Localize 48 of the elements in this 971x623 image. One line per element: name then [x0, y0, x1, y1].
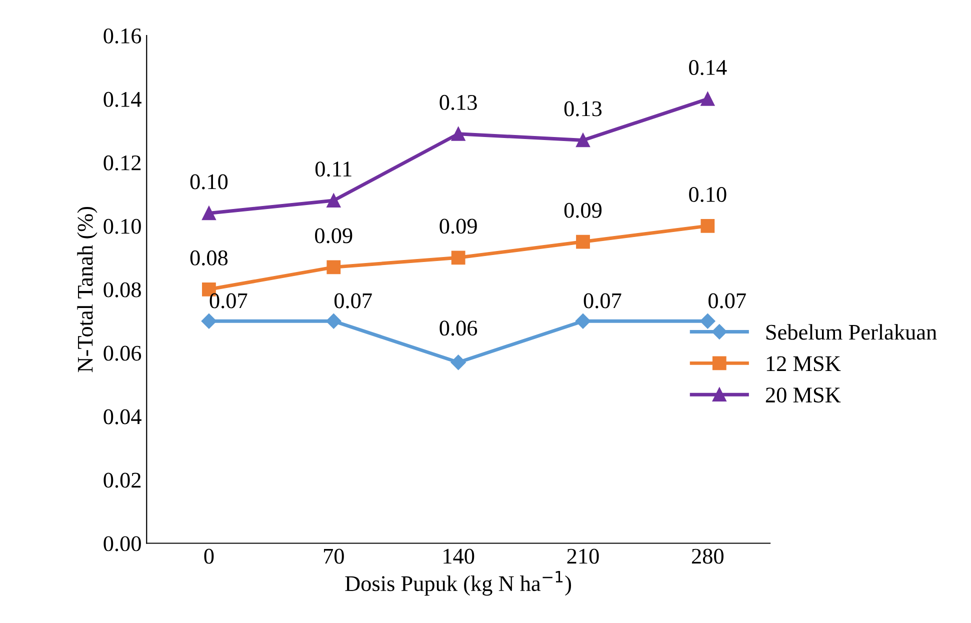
- data-label: 0.06: [440, 320, 478, 336]
- data-label: 0.09: [564, 202, 602, 218]
- y-tick-label: 0.02: [104, 472, 141, 488]
- y-tick-label: 0.14: [104, 92, 142, 108]
- data-label: 0.07: [210, 293, 248, 308]
- y-tick-label: 0.16: [104, 28, 142, 44]
- point: [451, 250, 466, 265]
- point: [326, 260, 341, 274]
- x-axis-title: Dosis Pupuk (kg N ha$^{−1}$): [345, 571, 572, 596]
- y-axis-title: N-Total Tanah (%): [77, 206, 98, 372]
- legend-label: 12 MSK: [766, 356, 841, 372]
- legend-label: 20 MSK: [766, 388, 841, 403]
- point: [575, 314, 591, 329]
- x-tick-label: 0: [204, 548, 214, 564]
- data-label: 0.07: [708, 293, 746, 308]
- data-label: 0.11: [315, 162, 352, 177]
- point: [201, 314, 217, 329]
- y-tick-label: 0.04: [104, 409, 142, 424]
- x-tick-label: 140: [444, 548, 474, 564]
- point: [700, 218, 715, 233]
- data-label: 0.07: [584, 293, 622, 308]
- point: [700, 314, 716, 329]
- data-label: 0.08: [190, 250, 228, 266]
- data-label: 0.09: [440, 218, 477, 234]
- y-tick-label: 0.06: [104, 346, 142, 361]
- data-label: 0.13: [440, 94, 477, 110]
- data-label: 0.14: [689, 60, 727, 76]
- y-tick-label: 0.12: [104, 155, 141, 170]
- y-tick-label: 0.10: [104, 218, 141, 234]
- point: [576, 234, 590, 249]
- y-tick-label: 0.08: [104, 282, 141, 298]
- data-label: 0.10: [689, 186, 726, 202]
- data-label: 0.07: [334, 293, 372, 308]
- x-tick-label: 210: [567, 548, 599, 564]
- point: [576, 133, 590, 148]
- point: [326, 194, 341, 208]
- point: [450, 354, 466, 370]
- data-label: 0.10: [190, 174, 228, 190]
- x-tick-label: 70: [324, 548, 344, 564]
- x-tick-label: 280: [692, 548, 724, 564]
- legend-label: Sebelum Perlakuan: [766, 324, 937, 340]
- point: [326, 314, 342, 329]
- point: [202, 206, 216, 220]
- data-label: 0.09: [315, 228, 352, 244]
- point: [451, 126, 466, 141]
- data-label: 0.13: [564, 101, 602, 116]
- y-tick-label: 0.00: [104, 536, 141, 552]
- point: [700, 92, 715, 106]
